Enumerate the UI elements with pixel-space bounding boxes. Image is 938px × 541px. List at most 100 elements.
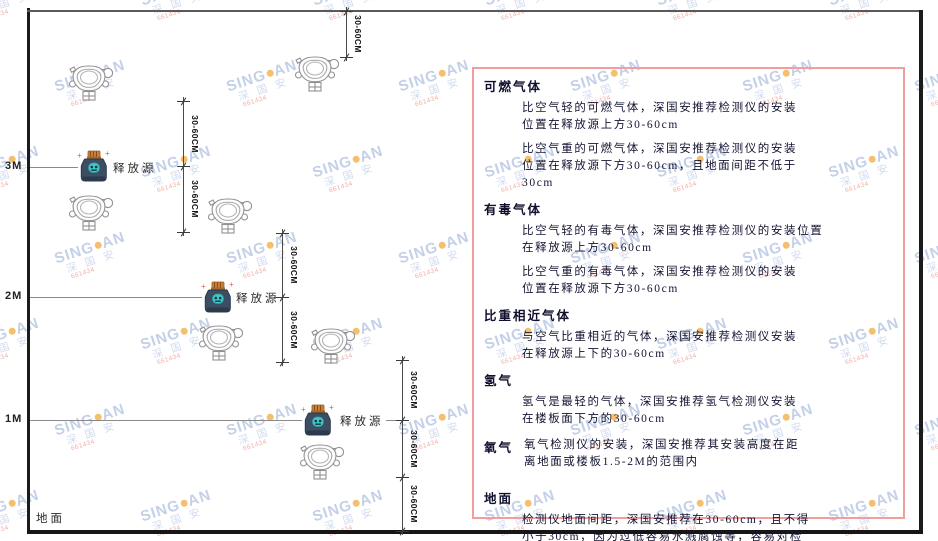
svg-text:+: + [77,151,82,160]
height-label-3m: 3M [5,160,23,172]
height-line-1m [30,420,302,421]
paragraph-line: 位置在释放源上方30-60cm [522,119,679,131]
section-heading: 有毒气体 [484,203,543,217]
dim-label: 30-60CM [409,371,419,409]
height-label-1m: 1M [5,413,23,425]
section-paragraph: 比空气轻的可燃气体，深国安推荐检测仪的安装 位置在释放源上方30-60cm [522,100,893,134]
orange-dot-icon [179,498,189,508]
paragraph-line: 氢气是最轻的气体，深国安推荐氢气检测仪安装 [522,396,798,408]
section-paragraph: 比空气轻的有毒气体，深国安推荐检测仪的安装位置 在释放源上方30-60cm [522,223,893,257]
section-paragraph: 比空气重的可燃气体，深国安推荐检测仪的安装 位置在释放源下方30-60cm，且地面… [522,141,893,192]
svg-text:+: + [329,403,334,412]
orange-dot-icon [265,240,275,250]
panel-section: 可燃气体比空气轻的可燃气体，深国安推荐检测仪的安装 位置在释放源上方30-60cm… [484,76,893,192]
section-heading: 可燃气体 [484,80,543,94]
gas-detector-icon [68,65,114,101]
paragraph-line: 位置在释放源下方30-60cm，且地面间距不低于 [522,160,797,172]
panel-section: 地面 检测仪地面间距，深国安推荐在30-60cm，且不得 小于30cm，因为过低容易… [484,488,893,541]
gas-detector [65,63,114,108]
orange-dot-icon [351,498,361,508]
gas-detector [291,54,340,99]
panel-section: 比重相近气体与空气比重相近的气体，深国安推荐检测仪安装 在释放源上下的30-60c… [484,305,893,363]
ground-line [27,530,923,534]
orange-dot-icon [7,498,17,508]
orange-dot-icon [437,68,447,78]
section-paragraph: 与空气比重相近的气体，深国安推荐检测仪安装 在释放源上下的30-60cm [522,329,893,363]
orange-dot-icon [437,240,447,250]
orange-dot-icon [437,412,447,422]
panel-section: 氧气 氧气检测仪的安装，深国安推荐其安装高度在距 离地面或楼板1.5-2M的范围内 [484,435,893,478]
release-source-jar-icon: + + + [77,149,110,182]
gas-detector [195,323,244,368]
gas-detector-icon [207,198,253,234]
section-paragraph: 氢气是最轻的气体，深国安推荐氢气检测仪安装 在楼板面下方的30-60cm [522,394,893,428]
gas-detector-icon [310,328,356,364]
paragraph-line: 氧气检测仪的安装，深国安推荐其安装高度在距 [524,439,800,451]
gas-detector-icon [68,195,114,231]
paragraph-line: 小于30cm，因为过低容易水溅腐蚀等，容易对检 [522,531,803,541]
release-source: + + + [300,403,336,444]
svg-text:+: + [105,149,110,158]
gas-detector-icon [294,56,340,92]
section-heading: 氢气 [484,374,514,388]
svg-text:+: + [201,282,206,291]
panel-section: 氢气 氢气是最轻的气体，深国安推荐氢气检测仪安装 在楼板面下方的30-60cm [484,370,893,428]
release-source-label: 释放源 [236,293,280,305]
height-line-3m [30,167,78,168]
section-paragraph: 比空气重的有毒气体，深国安推荐检测仪的安装 位置在释放源下方30-60cm [522,264,893,298]
paragraph-line: 在释放源上方30-60cm [522,242,653,254]
gas-detector [204,196,253,241]
dim-label: 30-60CM [190,114,200,153]
release-source-label: 释放源 [113,163,157,175]
svg-text:+: + [229,280,234,289]
gas-detector [296,442,345,487]
paragraph-line: 30cm [522,177,554,189]
paragraph-line: 在楼板面下方的30-60cm [522,413,666,425]
dim-label: 30-60CM [353,15,363,53]
orange-dot-icon [179,326,189,336]
section-paragraph: 检测仪地面间距，深国安推荐在30-60cm，且不得 小于30cm，因为过低容易水溅… [522,512,893,541]
paragraph-line: 比空气重的可燃气体，深国安推荐检测仪的安装 [522,143,798,155]
panel-section: 有毒气体比空气轻的有毒气体，深国安推荐检测仪的安装位置 在释放源上方30-60cm… [484,199,893,298]
connector-line-1m [386,420,402,421]
section-heading: 地面 [484,492,514,506]
paragraph-line: 在释放源上下的30-60cm [522,348,666,360]
gas-detector [307,326,356,371]
orange-dot-icon [93,240,103,250]
orange-dot-icon [351,154,361,164]
orange-dot-icon [265,68,275,78]
recommendation-panel: 可燃气体比空气轻的可燃气体，深国安推荐检测仪的安装 位置在释放源上方30-60cm… [472,67,905,541]
dimension-line [346,7,347,61]
release-source-jar-icon: + + + [301,403,334,436]
dimension-line [402,356,403,535]
paragraph-line: 与空气比重相近的气体，深国安推荐检测仪安装 [522,331,798,343]
release-source-label: 释放源 [340,416,384,428]
gas-detector [65,193,114,238]
paragraph-line: 离地面或楼板1.5-2M的范围内 [524,456,699,468]
orange-dot-icon [7,326,17,336]
left-wall-line [27,8,30,534]
section-heading: 比重相近气体 [484,309,572,323]
section-paragraph: 氧气检测仪的安装，深国安推荐其安装高度在距 离地面或楼板1.5-2M的范围内 [524,437,799,471]
paragraph-line: 检测仪地面间距，深国安推荐在30-60cm，且不得 [522,514,810,526]
paragraph-line: 比空气重的有毒气体，深国安推荐检测仪的安装 [522,266,798,278]
right-wall-line [919,10,923,534]
paragraph-line: 位置在释放源下方30-60cm [522,283,679,295]
release-source-jar-icon: + + + [201,280,234,313]
dim-label: 30-60CM [409,485,419,523]
svg-text:+: + [301,405,306,414]
height-line-2m [30,297,202,298]
